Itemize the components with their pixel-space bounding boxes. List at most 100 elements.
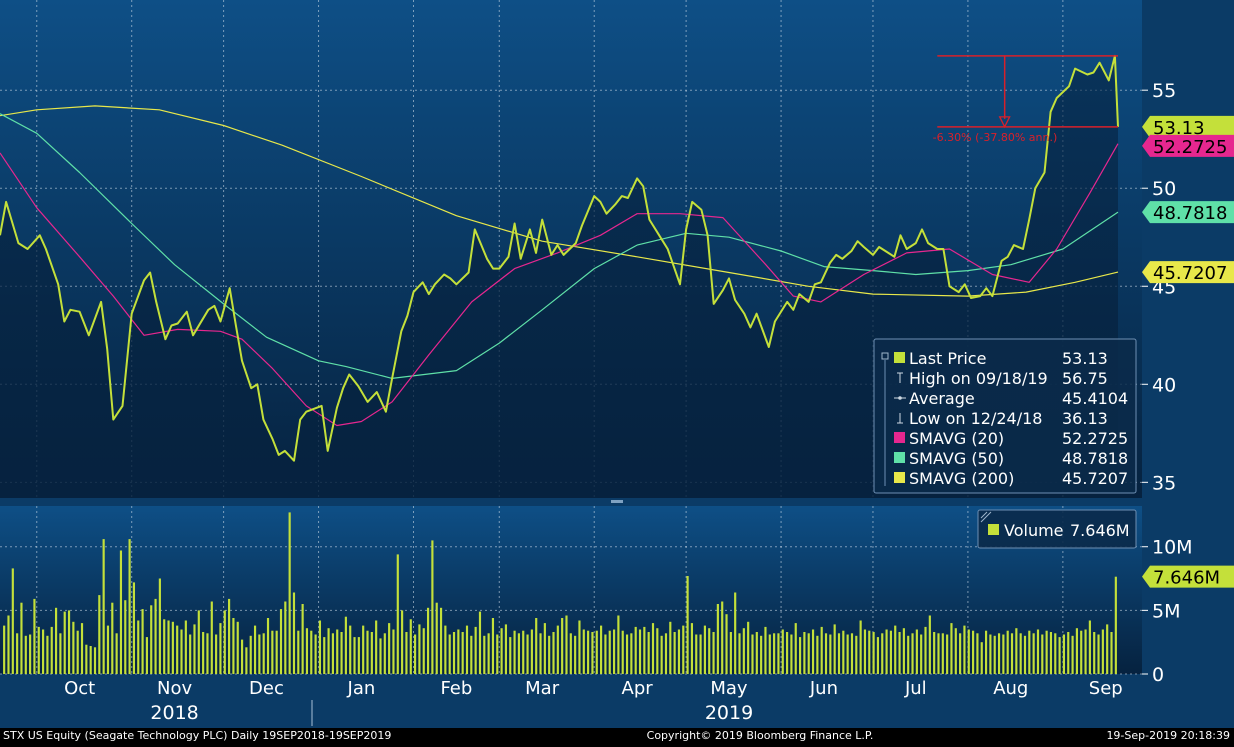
volume-bar <box>539 633 542 674</box>
x-month-label: Apr <box>622 678 654 699</box>
volume-bar <box>46 635 49 674</box>
volume-bar <box>154 598 157 674</box>
volume-bar <box>37 626 40 674</box>
volume-bar <box>911 633 914 674</box>
volume-bar <box>1028 630 1031 674</box>
volume-bar <box>292 592 296 674</box>
volume-bar <box>310 630 313 674</box>
legend-item-label: Last Price <box>909 349 986 368</box>
volume-bar <box>876 637 880 674</box>
volume-bar <box>318 620 322 674</box>
volume-bars <box>3 512 1117 674</box>
volume-bar <box>80 623 84 674</box>
price-y-tick-label: 35 <box>1152 472 1176 494</box>
volume-bar <box>556 625 559 674</box>
volume-bar <box>271 630 274 674</box>
legend-item-label: High on 09/18/19 <box>909 369 1048 388</box>
volume-bar <box>3 625 6 674</box>
volume-bar <box>1019 633 1022 674</box>
legend-item-value: 53.13 <box>1062 349 1108 368</box>
volume-bar <box>314 634 317 674</box>
volume-bar <box>595 630 598 674</box>
volume-bar <box>219 623 222 674</box>
volume-bar <box>288 512 291 674</box>
volume-bar <box>491 618 495 674</box>
volume-bar <box>587 630 590 674</box>
volume-bar <box>855 635 858 674</box>
volume-bar <box>716 604 719 674</box>
volume-bar <box>7 615 10 674</box>
volume-bar <box>336 629 339 674</box>
volume-bar <box>773 633 776 674</box>
x-month-label: May <box>710 678 748 699</box>
legend-item-value: 48.7818 <box>1062 449 1128 468</box>
volume-bar <box>1088 620 1091 674</box>
volume-bar <box>976 633 979 674</box>
volume-bar <box>297 630 300 674</box>
volume-bar <box>137 620 140 674</box>
volume-bar <box>959 633 962 674</box>
volume-bar <box>811 629 815 674</box>
volume-legend-label: Volume <box>1004 521 1064 540</box>
legend-item-value: 52.2725 <box>1062 429 1128 448</box>
volume-bar <box>526 634 529 674</box>
volume-bar <box>1106 624 1109 674</box>
volume-bar <box>664 633 668 674</box>
volume-bar <box>448 634 451 674</box>
volume-legend[interactable]: Volume 7.646M <box>977 509 1137 549</box>
volume-bar <box>941 633 944 674</box>
series-line-smavg-200 <box>0 105 1119 297</box>
volume-bar <box>158 578 161 674</box>
volume-bar <box>452 632 456 674</box>
volume-bar <box>301 604 304 674</box>
volume-bar <box>284 601 287 674</box>
volume-bar <box>119 550 123 674</box>
volume-bar <box>509 637 512 674</box>
volume-bar <box>907 635 910 674</box>
volume-bar <box>902 628 905 674</box>
volume-bar <box>245 647 248 674</box>
price-label-tag <box>1142 201 1234 224</box>
volume-bar <box>807 633 810 674</box>
volume-bar <box>444 625 447 674</box>
volume-bar <box>548 635 551 674</box>
volume-bar <box>487 633 490 674</box>
volume-bar <box>984 630 988 674</box>
volume-bar <box>215 634 218 674</box>
volume-bar <box>786 632 789 674</box>
volume-bar <box>612 629 616 674</box>
volume-bar <box>210 601 213 674</box>
volume-legend-swatch-icon <box>988 524 999 535</box>
volume-bar <box>439 607 443 674</box>
volume-bar <box>1002 634 1005 674</box>
volume-bar <box>253 625 257 674</box>
volume-bar <box>535 618 538 674</box>
legend-item-value: 56.75 <box>1062 369 1108 388</box>
volume-bar <box>803 632 806 674</box>
volume-bar <box>167 620 170 674</box>
volume-bar <box>323 637 326 674</box>
panel-resize-handle[interactable] <box>611 500 623 503</box>
volume-bar <box>621 630 624 674</box>
x-year-label: 2019 <box>705 702 753 724</box>
volume-bar <box>820 626 823 674</box>
volume-bar <box>279 609 283 674</box>
x-month-label: Aug <box>993 678 1028 699</box>
series-lines <box>0 54 1119 462</box>
price-legend[interactable]: Last Price 53.13 High on 09/18/19 56.75 Aver… <box>873 338 1137 494</box>
volume-bar <box>409 619 412 674</box>
volume-bar <box>1067 632 1070 674</box>
volume-bar <box>928 615 931 674</box>
volume-bar <box>236 621 239 674</box>
legend-item-label: SMAVG (20) <box>909 429 1004 448</box>
volume-bar <box>228 598 231 674</box>
volume-bar <box>561 618 564 674</box>
volume-bar <box>1075 628 1078 674</box>
volume-bar <box>837 633 841 674</box>
volume-bar <box>954 628 957 674</box>
volume-bar <box>1041 634 1044 674</box>
volume-bar <box>794 623 797 674</box>
volume-bar <box>16 633 19 674</box>
